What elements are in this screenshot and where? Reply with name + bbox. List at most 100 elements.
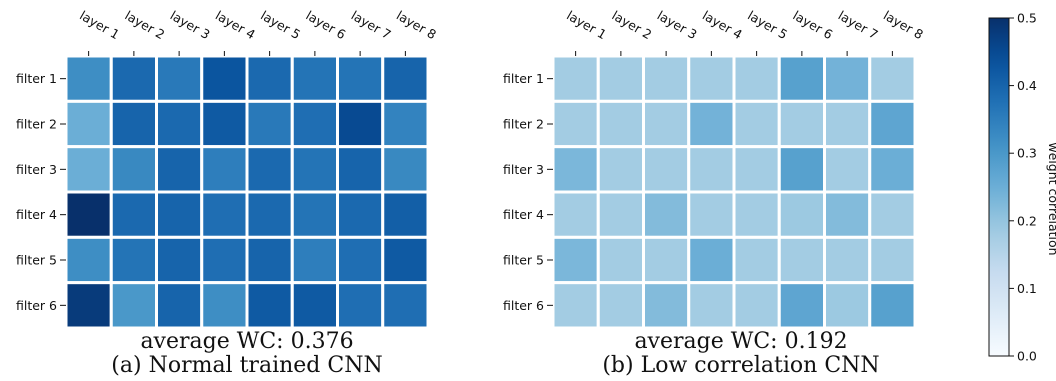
heatmap-cell	[687, 235, 736, 285]
heatmap-cell	[336, 190, 385, 239]
heatmap-cell	[290, 235, 339, 285]
heatmap-cell	[777, 281, 826, 330]
y-tick-label: filter 5	[16, 253, 57, 268]
heatmap-cell	[596, 54, 645, 103]
x-tick-label: layer 5	[745, 8, 790, 43]
heatmap-cell	[381, 281, 430, 330]
colorbar-gradient	[988, 17, 1010, 357]
heatmap-cell	[381, 99, 430, 149]
heatmap-cell	[381, 145, 430, 194]
heatmap-cell	[642, 281, 691, 330]
heatmap-cell	[551, 190, 600, 239]
heatmap-cell	[868, 281, 917, 330]
x-tick-label: layer 1	[77, 8, 122, 43]
y-tick-label: filter 5	[503, 253, 544, 268]
heatmap-cell	[336, 281, 385, 330]
y-tick-label: filter 3	[16, 162, 57, 177]
heatmap-cell	[200, 99, 249, 149]
heatmap-cell	[245, 281, 294, 330]
heatmap-cell	[642, 145, 691, 194]
heatmap-cell	[290, 99, 339, 149]
heatmap-cell	[200, 235, 249, 285]
x-tick-label: layer 6	[790, 8, 835, 43]
colorbar-tick-label: 0.5	[1017, 11, 1037, 26]
heatmap-cell	[642, 99, 691, 149]
colorbar-tick-label: 0.2	[1017, 213, 1037, 228]
heatmap-cell	[777, 99, 826, 149]
x-tick-label: layer 4	[213, 8, 258, 43]
heatmap-cell	[823, 145, 872, 194]
heatmap-cell	[336, 99, 385, 149]
caption-b: (b) Low correlation CNN	[602, 353, 879, 378]
heatmap-cell	[336, 235, 385, 285]
heatmap-cell	[109, 54, 158, 103]
x-tick-label: layer 3	[655, 8, 700, 43]
x-tick-label: layer 5	[258, 8, 303, 43]
colorbar: 0.0 0.1 0.2 0.3 0.4 0.5	[988, 11, 1037, 364]
heatmap-cell	[687, 99, 736, 149]
heatmap-cell	[245, 235, 294, 285]
heatmap-cell	[64, 54, 113, 103]
heatmap-cell	[868, 190, 917, 239]
x-tick-label: layer 2	[122, 8, 167, 43]
heatmap-cell	[823, 281, 872, 330]
x-tick-label: layer 8	[881, 8, 926, 43]
heatmap-cell	[596, 235, 645, 285]
heatmap-cell	[109, 190, 158, 239]
heatmap-cell	[868, 99, 917, 149]
heatmap-cell	[596, 281, 645, 330]
heatmap-cell	[64, 190, 113, 239]
heatmap-cell	[245, 99, 294, 149]
y-tick-label: filter 6	[503, 298, 544, 313]
y-tick-label: filter 4	[16, 207, 57, 222]
x-tick-label: layer 2	[609, 8, 654, 43]
heatmap-cell	[155, 235, 204, 285]
heatmap-cell	[687, 190, 736, 239]
heatmap-cell	[642, 235, 691, 285]
heatmap-cell	[777, 145, 826, 194]
colorbar-tick-label: 0.4	[1017, 78, 1037, 93]
heatmap-cell	[109, 281, 158, 330]
heatmap-cell	[687, 54, 736, 103]
heatmap-cell	[245, 54, 294, 103]
heatmap-cell	[732, 99, 781, 149]
heatmap-cell	[200, 145, 249, 194]
x-tick-label: layer 3	[168, 8, 213, 43]
heatmap-cell	[823, 54, 872, 103]
heatmap-cell	[551, 235, 600, 285]
colorbar-tick-label: 0.0	[1017, 349, 1037, 364]
heatmap-cell	[64, 99, 113, 149]
heatmap-cell	[109, 235, 158, 285]
heatmap-cell	[200, 281, 249, 330]
y-tick-label: filter 2	[16, 117, 57, 132]
heatmap-cell	[551, 54, 600, 103]
heatmap-cell	[64, 235, 113, 285]
heatmap-cell	[336, 54, 385, 103]
heatmap-cell	[777, 54, 826, 103]
heatmap-cell	[155, 99, 204, 149]
heatmap-cell	[155, 145, 204, 194]
heatmap-cell	[290, 145, 339, 194]
heatmap-cell	[823, 235, 872, 285]
heatmap-cell	[642, 54, 691, 103]
heatmap-cell	[596, 145, 645, 194]
heatmap-cell	[155, 190, 204, 239]
heatmap-cell	[732, 54, 781, 103]
heatmap-cell	[642, 190, 691, 239]
x-tick-label: layer 8	[394, 8, 439, 43]
colorbar-label: weight correlation	[1046, 142, 1056, 255]
heatmap-cell	[64, 281, 113, 330]
heatmap-cell	[551, 281, 600, 330]
heatmap-low-correlation-cnn: layer 1 layer 2 layer 3 layer 4 layer 5 layer…	[503, 8, 926, 330]
x-tick-label: layer 7	[349, 8, 394, 43]
heatmap-cell	[381, 235, 430, 285]
heatmap-cell	[109, 99, 158, 149]
colorbar-tick-label: 0.3	[1017, 146, 1037, 161]
heatmap-cell	[823, 190, 872, 239]
heatmap-cell	[290, 190, 339, 239]
colorbar-tick-label: 0.1	[1017, 281, 1037, 296]
heatmap-cell	[200, 54, 249, 103]
x-tick-label: layer 7	[836, 8, 881, 43]
heatmap-cell	[155, 54, 204, 103]
heatmap-cell	[732, 235, 781, 285]
